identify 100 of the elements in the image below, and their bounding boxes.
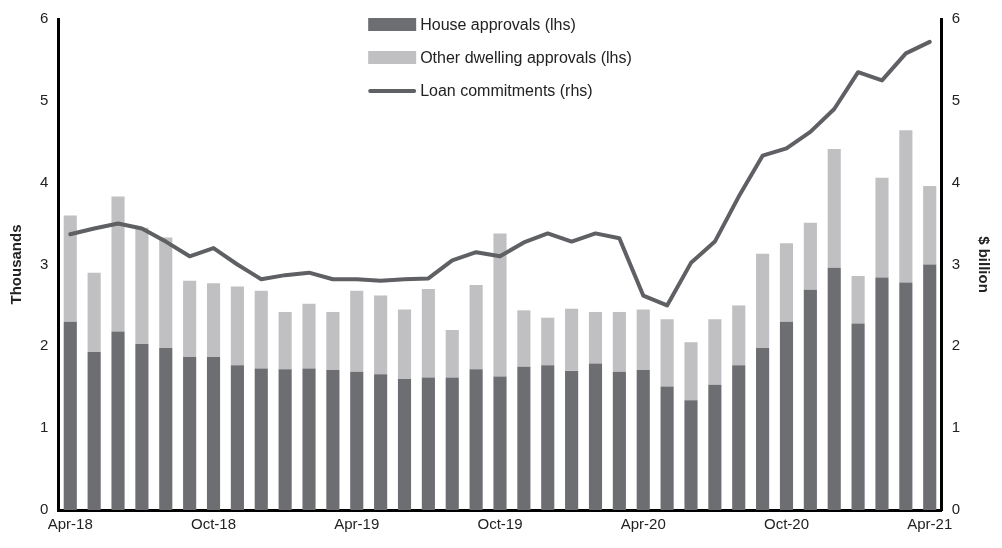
bar — [612, 371, 626, 510]
bar — [851, 275, 865, 324]
bar — [827, 267, 841, 510]
bar — [636, 309, 650, 371]
bar — [565, 308, 579, 371]
bar — [350, 371, 364, 510]
bar — [708, 319, 722, 385]
bar — [326, 370, 340, 510]
y2-tick-label: 5 — [951, 90, 960, 108]
bar — [135, 343, 149, 510]
bar — [421, 377, 435, 510]
bar — [230, 365, 244, 510]
y2-tick-label: 6 — [951, 9, 960, 27]
bar — [827, 149, 841, 268]
bar — [612, 311, 626, 372]
bar — [302, 368, 316, 510]
x-tick-label: Apr-19 — [334, 515, 380, 533]
y-tick-label: 0 — [40, 500, 49, 518]
bar — [254, 368, 268, 510]
bar — [326, 311, 340, 371]
bar — [875, 177, 889, 278]
bar — [588, 311, 603, 364]
y-tick-label: 4 — [40, 172, 49, 190]
legend-label: Other dwelling approvals (lhs) — [420, 48, 632, 67]
bar — [517, 310, 531, 367]
y-tick-label: 2 — [40, 336, 49, 354]
bar — [111, 196, 125, 332]
bar — [899, 130, 913, 283]
bar — [421, 289, 435, 378]
x-tick-label: Apr-21 — [907, 515, 953, 533]
bar — [87, 352, 101, 510]
x-tick-label: Oct-20 — [763, 515, 809, 533]
bar — [374, 295, 388, 375]
bar — [159, 237, 173, 348]
bar — [803, 222, 817, 290]
bar — [230, 286, 244, 366]
bar — [803, 289, 817, 510]
bar — [660, 386, 674, 510]
bar — [350, 290, 364, 372]
bar — [756, 347, 770, 510]
bar — [254, 290, 268, 369]
y2-tick-label: 2 — [951, 336, 960, 354]
bar — [278, 311, 292, 370]
bar — [159, 347, 173, 510]
bar — [63, 215, 77, 322]
bar — [636, 370, 650, 510]
bar — [374, 374, 388, 510]
bar — [684, 400, 698, 510]
bar — [87, 272, 101, 353]
y2-tick-label: 1 — [951, 418, 960, 436]
bar — [541, 317, 555, 366]
y-tick-label: 5 — [40, 90, 49, 108]
y-tick-label: 3 — [40, 254, 49, 272]
x-tick-label: Oct-18 — [191, 515, 237, 533]
bar — [756, 253, 770, 348]
bar — [469, 369, 483, 510]
bar — [445, 329, 459, 378]
bar — [588, 363, 603, 510]
bar — [732, 365, 746, 510]
bar — [302, 303, 316, 369]
bar — [923, 264, 937, 510]
bar — [923, 185, 937, 265]
bar — [397, 379, 412, 510]
bar — [565, 370, 579, 510]
y2-tick-label: 4 — [951, 172, 960, 190]
bar — [779, 321, 794, 510]
x-tick-label: Apr-18 — [47, 515, 93, 533]
y2-tick-label: 0 — [951, 500, 960, 518]
bar — [183, 356, 197, 510]
bar — [135, 227, 149, 344]
x-tick-label: Oct-19 — [477, 515, 523, 533]
bar — [708, 384, 722, 510]
bar — [445, 377, 459, 510]
bar — [684, 342, 698, 401]
bar — [875, 277, 889, 510]
bar — [660, 319, 674, 387]
bar — [851, 323, 865, 510]
bar — [397, 309, 412, 380]
bar — [493, 233, 507, 377]
y-tick-label: 6 — [40, 9, 49, 27]
y-axis-title: Thousands — [7, 224, 25, 305]
y2-tick-label: 3 — [951, 254, 960, 272]
bar — [206, 283, 221, 357]
bar — [183, 280, 197, 357]
bar — [111, 331, 125, 510]
bar — [899, 282, 913, 510]
bar — [493, 376, 507, 510]
bar — [63, 321, 77, 510]
legend-label: Loan commitments (rhs) — [420, 81, 593, 100]
bar — [469, 284, 483, 370]
bar — [517, 366, 531, 510]
bar — [206, 356, 221, 510]
x-tick-label: Apr-20 — [620, 515, 666, 533]
legend-label: House approvals (lhs) — [420, 15, 576, 34]
y-tick-label: 1 — [40, 418, 49, 436]
bar — [732, 305, 746, 366]
bar — [779, 243, 794, 322]
bar — [278, 369, 292, 510]
bar — [541, 365, 555, 510]
y2-axis-title: $ billion — [975, 236, 993, 293]
